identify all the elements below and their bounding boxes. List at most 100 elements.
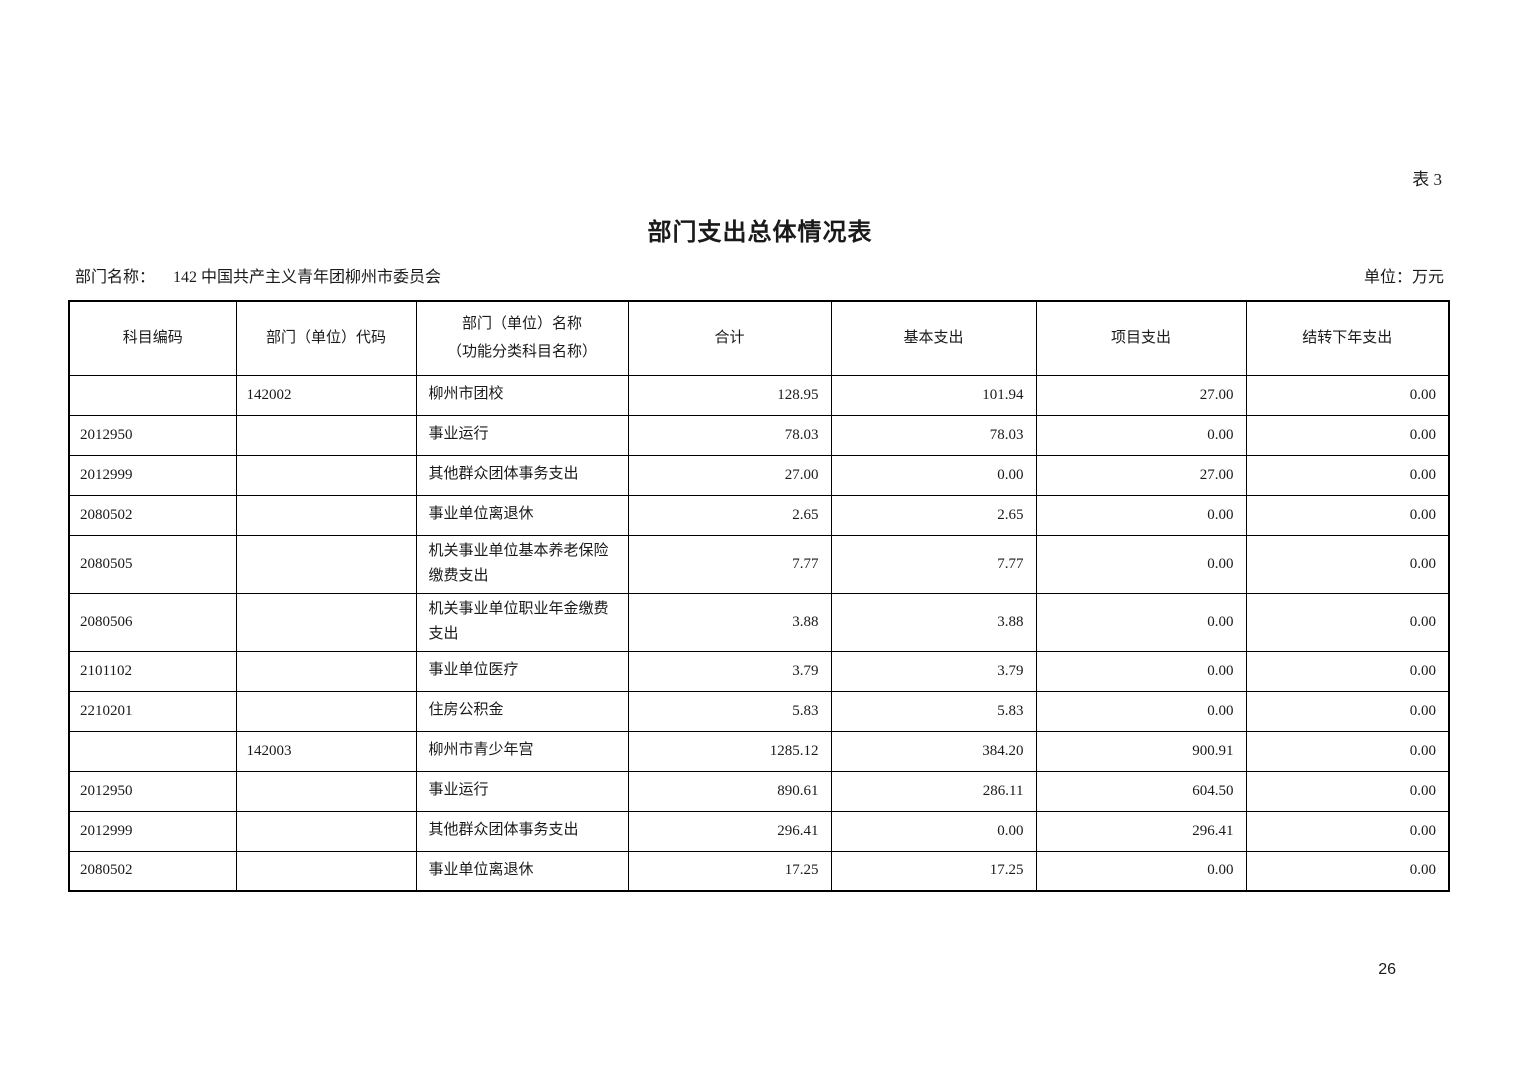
carryover-cell: 0.00 (1245, 770, 1450, 812)
subject-code-cell: 2210201 (68, 690, 237, 732)
dept-code-cell (235, 494, 417, 536)
meta-line: 部门名称： 142 中国共产主义青年团柳州市委员会 单位：万元 (75, 263, 1444, 287)
name-cell: 其他群众团体事务支出 (415, 810, 629, 852)
table-row: 2080506 机关事业单位职业年金缴费支出 3.88 3.88 0.00 0.… (68, 592, 1450, 652)
name-cell: 事业运行 (415, 770, 629, 812)
total-cell: 1285.12 (627, 730, 832, 772)
subject-code-cell: 2080502 (68, 850, 237, 892)
name-cell: 机关事业单位职业年金缴费支出 (415, 592, 629, 652)
header-dept-name-line1: 部门（单位）名称 (461, 315, 582, 332)
subject-code-cell: 2012999 (68, 454, 237, 496)
table-row: 2012999 其他群众团体事务支出 296.41 0.00 296.41 0.… (68, 810, 1450, 852)
total-cell: 296.41 (627, 810, 832, 852)
table-row: 142003 柳州市青少年宫 1285.12 384.20 900.91 0.0… (68, 730, 1450, 772)
subject-code-cell: 2080502 (68, 494, 237, 536)
subject-code-cell: 2012950 (68, 770, 237, 812)
department-name-label: 部门名称： (75, 269, 156, 286)
page-number: 26 (1378, 961, 1396, 978)
name-cell: 其他群众团体事务支出 (415, 454, 629, 496)
department-name-line: 部门名称： 142 中国共产主义青年团柳州市委员会 (75, 263, 441, 287)
table-row: 2080505 机关事业单位基本养老保险缴费支出 7.77 7.77 0.00 … (68, 534, 1450, 594)
name-cell: 事业单位离退休 (415, 494, 629, 536)
total-cell: 17.25 (627, 850, 832, 892)
carryover-cell: 0.00 (1245, 810, 1450, 852)
header-dept-name-line2: （功能分类科目名称） (446, 344, 597, 361)
table-row: 2012950 事业运行 890.61 286.11 604.50 0.00 (68, 770, 1450, 812)
name-cell: 住房公积金 (415, 690, 629, 732)
dept-code-cell (235, 690, 417, 732)
name-cell: 事业单位医疗 (415, 650, 629, 692)
basic-cell: 384.20 (830, 730, 1037, 772)
header-dept-code: 部门（单位）代码 (235, 300, 417, 376)
table-reference-label: 表 3 (1412, 170, 1442, 189)
header-subject-code: 科目编码 (68, 300, 237, 376)
table-row: 2080502 事业单位离退休 2.65 2.65 0.00 0.00 (68, 494, 1450, 536)
basic-cell: 101.94 (830, 374, 1037, 416)
project-cell: 296.41 (1035, 810, 1247, 852)
carryover-cell: 0.00 (1245, 454, 1450, 496)
table-row: 2012950 事业运行 78.03 78.03 0.00 0.00 (68, 414, 1450, 456)
subject-code-cell (68, 374, 237, 416)
table-row: 2210201 住房公积金 5.83 5.83 0.00 0.00 (68, 690, 1450, 732)
dept-code-cell (235, 414, 417, 456)
project-cell: 27.00 (1035, 374, 1247, 416)
project-cell: 0.00 (1035, 494, 1247, 536)
basic-cell: 286.11 (830, 770, 1037, 812)
table-row: 142002 柳州市团校 128.95 101.94 27.00 0.00 (68, 374, 1450, 416)
name-cell: 机关事业单位基本养老保险缴费支出 (415, 534, 629, 594)
dept-code-cell (235, 650, 417, 692)
carryover-cell: 0.00 (1245, 374, 1450, 416)
total-cell: 78.03 (627, 414, 832, 456)
basic-cell: 7.77 (830, 534, 1037, 594)
total-cell: 128.95 (627, 374, 832, 416)
dept-code-cell (235, 850, 417, 892)
total-cell: 890.61 (627, 770, 832, 812)
table-row: 2080502 事业单位离退休 17.25 17.25 0.00 0.00 (68, 850, 1450, 892)
page-title: 部门支出总体情况表 (647, 220, 873, 246)
project-cell: 0.00 (1035, 592, 1247, 652)
expenditure-table: 科目编码 部门（单位）代码 部门（单位）名称 （功能分类科目名称） 合计 基本支… (68, 300, 1450, 892)
header-project: 项目支出 (1035, 300, 1247, 376)
unit-label: 单位：万元 (1363, 269, 1444, 286)
header-basic: 基本支出 (830, 300, 1037, 376)
department-name-value: 142 中国共产主义青年团柳州市委员会 (173, 269, 442, 286)
project-cell: 0.00 (1035, 414, 1247, 456)
project-cell: 900.91 (1035, 730, 1247, 772)
carryover-cell: 0.00 (1245, 730, 1450, 772)
subject-code-cell: 2012999 (68, 810, 237, 852)
basic-cell: 0.00 (830, 810, 1037, 852)
total-cell: 3.88 (627, 592, 832, 652)
header-total: 合计 (627, 300, 832, 376)
dept-code-cell: 142002 (235, 374, 417, 416)
basic-cell: 78.03 (830, 414, 1037, 456)
project-cell: 0.00 (1035, 650, 1247, 692)
total-cell: 3.79 (627, 650, 832, 692)
name-cell: 事业运行 (415, 414, 629, 456)
dept-code-cell (235, 534, 417, 594)
carryover-cell: 0.00 (1245, 850, 1450, 892)
project-cell: 27.00 (1035, 454, 1247, 496)
project-cell: 0.00 (1035, 690, 1247, 732)
subject-code-cell (68, 730, 237, 772)
table-row: 2012999 其他群众团体事务支出 27.00 0.00 27.00 0.00 (68, 454, 1450, 496)
subject-code-cell: 2080506 (68, 592, 237, 652)
total-cell: 7.77 (627, 534, 832, 594)
carryover-cell: 0.00 (1245, 414, 1450, 456)
carryover-cell: 0.00 (1245, 592, 1450, 652)
carryover-cell: 0.00 (1245, 650, 1450, 692)
basic-cell: 3.79 (830, 650, 1037, 692)
total-cell: 2.65 (627, 494, 832, 536)
total-cell: 5.83 (627, 690, 832, 732)
dept-code-cell: 142003 (235, 730, 417, 772)
subject-code-cell: 2012950 (68, 414, 237, 456)
carryover-cell: 0.00 (1245, 494, 1450, 536)
subject-code-cell: 2080505 (68, 534, 237, 594)
total-cell: 27.00 (627, 454, 832, 496)
project-cell: 0.00 (1035, 850, 1247, 892)
name-cell: 事业单位离退休 (415, 850, 629, 892)
name-cell: 柳州市青少年宫 (415, 730, 629, 772)
dept-code-cell (235, 592, 417, 652)
dept-code-cell (235, 810, 417, 852)
name-cell: 柳州市团校 (415, 374, 629, 416)
carryover-cell: 0.00 (1245, 690, 1450, 732)
